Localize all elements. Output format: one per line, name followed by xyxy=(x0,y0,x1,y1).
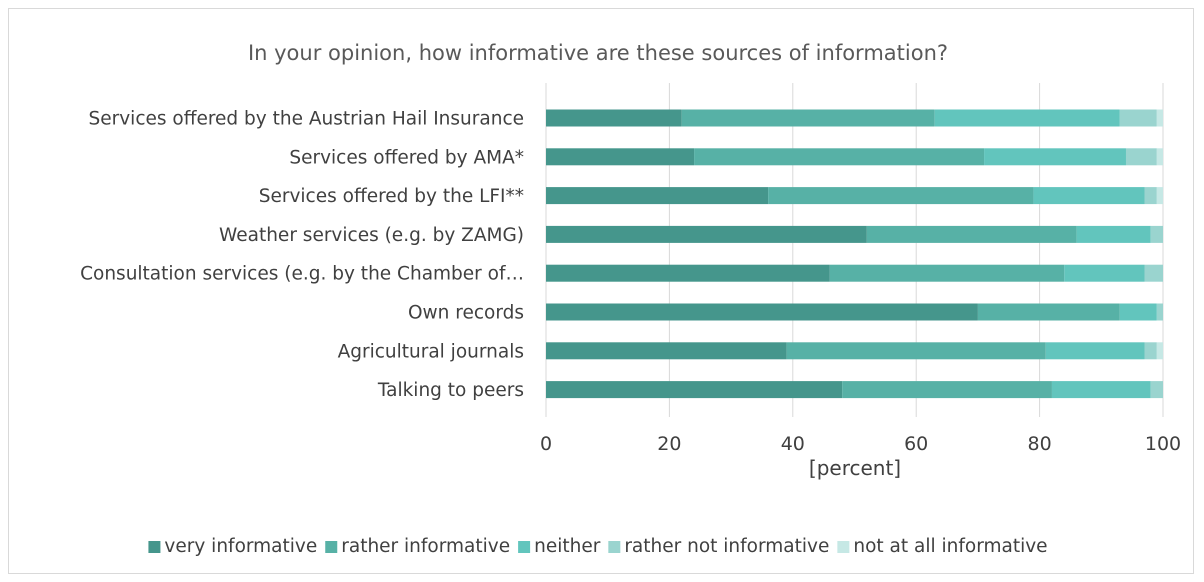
x-tick-labels: 0 20 40 60 80 100 xyxy=(540,433,1181,455)
bar-7-series-1 xyxy=(842,381,1052,399)
bar-5-series-2 xyxy=(1119,303,1157,321)
legend-label-1: rather informative xyxy=(341,536,510,557)
bar-1-series-2 xyxy=(984,148,1126,166)
bar-1-series-0 xyxy=(546,148,695,166)
bar-6-series-3 xyxy=(1144,342,1157,360)
category-label-0: Services offered by the Austrian Hail In… xyxy=(89,109,525,130)
category-label-4: Consultation services (e.g. by the Chamb… xyxy=(80,264,524,285)
bar-6-series-1 xyxy=(786,342,1046,360)
bar-3-series-0 xyxy=(546,225,867,243)
bar-6-series-4 xyxy=(1156,342,1163,360)
legend-swatch-3 xyxy=(608,541,621,553)
bar-0-series-0 xyxy=(546,109,682,127)
bar-6-series-2 xyxy=(1045,342,1145,360)
bar-0-series-4 xyxy=(1156,109,1163,127)
category-label-3: Weather services (e.g. by ZAMG) xyxy=(219,225,524,246)
bar-4-series-0 xyxy=(546,264,830,282)
legend-swatch-1 xyxy=(325,541,338,553)
legend-swatch-4 xyxy=(837,541,850,553)
x-tick-label-4: 80 xyxy=(1028,433,1052,455)
legend-label-2: neither xyxy=(534,536,601,557)
bar-6-series-0 xyxy=(546,342,787,360)
category-label-5: Own records xyxy=(408,303,524,324)
category-labels: Services offered by the Austrian Hail In… xyxy=(80,109,524,402)
chart-svg: In your opinion, how informative are the… xyxy=(80,41,1181,557)
chart-frame: In your opinion, how informative are the… xyxy=(8,8,1194,574)
x-tick-label-0: 0 xyxy=(540,433,552,455)
legend-swatch-2 xyxy=(518,541,531,553)
x-axis-title: [percent] xyxy=(809,456,901,480)
bar-7-series-0 xyxy=(546,381,843,399)
bar-2-series-0 xyxy=(546,187,769,205)
legend-swatch-0 xyxy=(148,541,161,553)
bar-3-series-1 xyxy=(866,225,1077,243)
bar-4-series-1 xyxy=(829,264,1065,282)
legend-label-4: not at all informative xyxy=(853,536,1047,557)
bar-7-series-2 xyxy=(1051,381,1151,399)
bar-0-series-2 xyxy=(934,109,1120,127)
gridlines xyxy=(545,83,1164,417)
bar-5-series-0 xyxy=(546,303,978,321)
bar-7-series-3 xyxy=(1150,381,1163,399)
bar-2-series-4 xyxy=(1156,187,1163,205)
chart-title: In your opinion, how informative are the… xyxy=(248,41,948,65)
legend-label-0: very informative xyxy=(164,536,317,557)
bar-3-series-2 xyxy=(1076,225,1151,243)
bar-1-series-3 xyxy=(1125,148,1157,166)
bar-0-series-1 xyxy=(681,109,935,127)
legend: very informative rather informative neithe… xyxy=(148,536,1048,557)
bar-2-series-3 xyxy=(1144,187,1157,205)
bar-5-series-1 xyxy=(977,303,1120,321)
x-tick-label-1: 20 xyxy=(657,433,681,455)
bar-4-series-3 xyxy=(1144,264,1163,282)
category-label-6: Agricultural journals xyxy=(338,341,524,362)
bar-5-series-3 xyxy=(1156,303,1163,321)
category-label-1: Services offered by AMA* xyxy=(289,147,524,168)
bar-0-series-3 xyxy=(1119,109,1157,127)
bar-2-series-2 xyxy=(1033,187,1145,205)
x-tick-label-3: 60 xyxy=(904,433,928,455)
bars xyxy=(546,109,1163,399)
bar-2-series-1 xyxy=(768,187,1034,205)
bar-1-series-4 xyxy=(1156,148,1163,166)
x-tick-label-5: 100 xyxy=(1145,433,1181,455)
bar-4-series-2 xyxy=(1064,264,1145,282)
x-tick-label-2: 40 xyxy=(781,433,805,455)
legend-label-3: rather not informative xyxy=(624,536,829,557)
category-label-2: Services offered by the LFI** xyxy=(259,186,524,207)
bar-1-series-1 xyxy=(694,148,985,166)
category-label-7: Talking to peers xyxy=(377,380,524,401)
bar-3-series-3 xyxy=(1150,225,1163,243)
